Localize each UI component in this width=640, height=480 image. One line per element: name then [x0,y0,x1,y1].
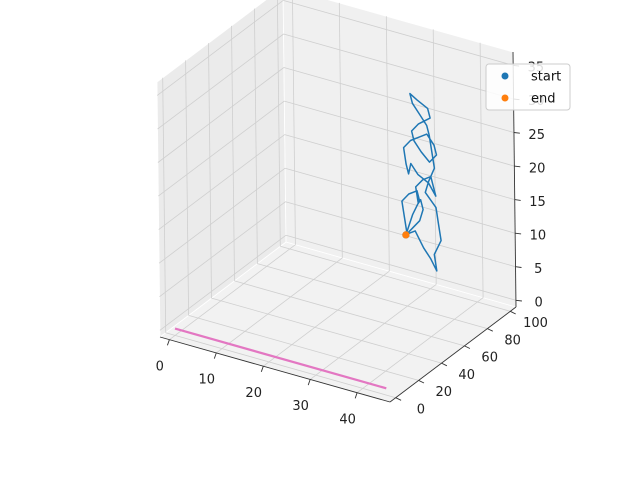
x-tick-label: 10 [199,373,216,388]
gridline-z-backwall [284,134,515,200]
trajectory-line [401,92,442,272]
y-tick-tick [395,397,402,401]
tick-marks [166,64,522,401]
z-tick-label: 10 [530,228,547,243]
y-tick-label: 60 [481,351,498,366]
legend-label-start: start [531,70,561,85]
z-tick-label: 15 [529,195,546,210]
z-tick-label: 20 [529,161,546,176]
y-tick-tick [510,310,516,315]
x-tick-tick [166,339,170,346]
z-tick-tick [515,232,522,235]
gridline-z-backwall [283,67,515,133]
gridline-x-floor [356,297,484,394]
gridline-z-leftwall [156,0,284,96]
x-tick-label: 0 [156,359,164,374]
x-tick-label: 30 [292,399,309,414]
z-tick-tick [513,132,520,134]
gridline-x-floor [169,244,296,341]
y-tick-tick [441,362,448,367]
gridline-x-backwall [479,42,484,298]
z-tick-tick [515,299,522,302]
z-tick-label: 0 [535,296,543,311]
pink-series-line [174,327,387,390]
z-tick-tick [515,266,522,268]
gridline-z-leftwall [158,167,286,264]
x-tick-tick [354,392,358,399]
gridline-z-backwall [284,167,516,234]
y-tick-label: 0 [417,403,425,418]
y-tick-tick [464,345,471,349]
z-tick-label: 5 [534,262,542,277]
gridline-z-leftwall [157,67,285,163]
y-axis-line [389,306,517,403]
gridline-x-floor [309,284,437,380]
left-wall-pane [156,0,287,338]
gridline-x-floor [263,270,390,367]
z-tick-tick [514,199,521,201]
z-tick-label: 25 [528,128,545,143]
gridline-z-backwall [285,234,517,301]
gridline-y-leftwall [254,8,258,264]
x-tick-tick [307,379,311,386]
gridline-y-leftwall [277,0,281,247]
gridline-y-leftwall [208,43,212,299]
gridline-x-backwall [338,2,343,258]
y-tick-label: 20 [436,385,453,400]
y-tick-label: 80 [504,333,521,348]
data-series [174,92,442,390]
gridline-y-floor [234,280,465,347]
legend-marker-start [501,72,509,80]
gridline-z-backwall [283,0,514,66]
x-tick-label: 40 [339,413,356,428]
gridline-z-leftwall [158,100,285,197]
z-tick-tick [514,165,521,168]
gridline-z-leftwall [158,134,285,230]
axis-panes [156,0,517,403]
gridline-y-floor [257,263,488,329]
gridline-y-leftwall [162,77,167,333]
gridline-x-backwall [292,0,296,245]
end-point [402,231,410,239]
gridlines [156,0,517,399]
y-tick-tick [487,328,493,332]
gridline-y-floor [280,245,511,312]
legend: start end [485,63,571,111]
legend-label-end: end [531,92,556,107]
x-axis-line [159,336,391,403]
gridline-y-leftwall [185,60,189,316]
y-tick-label: 40 [458,368,475,383]
gridline-z-leftwall [159,201,286,298]
gridline-z-backwall [285,201,516,268]
gridline-x-floor [216,257,343,354]
gridline-z-backwall [284,100,515,167]
gridline-z-leftwall [159,234,287,331]
gridline-y-floor [188,315,419,381]
gridline-y-floor [165,332,396,399]
gridline-y-leftwall [231,25,235,281]
x-tick-tick [213,352,217,359]
gridline-z-backwall [283,33,514,100]
x-tick-tick [260,366,264,372]
y-tick-tick [418,379,425,384]
gridline-z-leftwall [157,33,284,130]
gridline-y-floor [211,297,442,364]
x-tick-label: 20 [245,386,262,401]
y-tick-label: 100 [523,316,548,331]
legend-marker-end [501,94,509,102]
gridline-x-backwall [385,16,390,272]
